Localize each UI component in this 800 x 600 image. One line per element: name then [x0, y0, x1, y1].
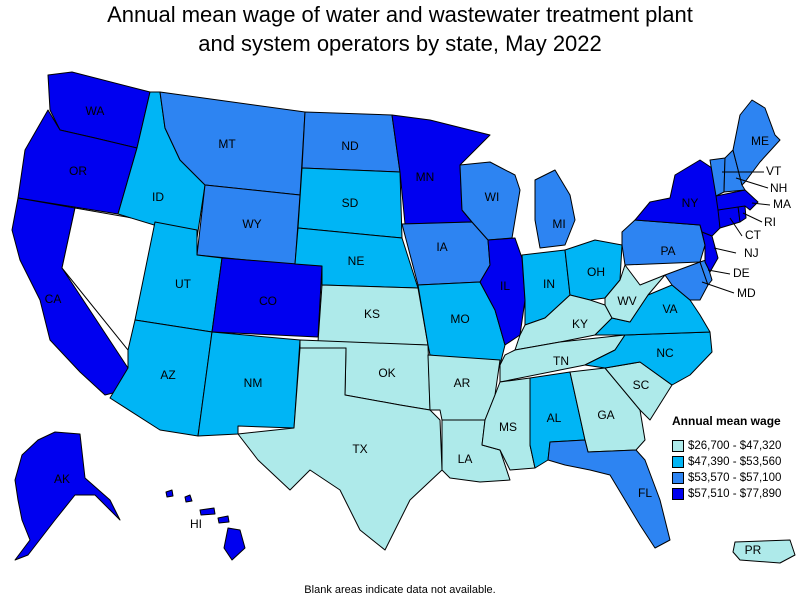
state-me[interactable]	[732, 99, 781, 186]
label-pr: PR	[745, 543, 762, 557]
legend-swatch	[672, 472, 684, 484]
label-ne: NE	[348, 254, 365, 268]
legend-item: $57,510 - $77,890	[672, 486, 800, 502]
label-id: ID	[152, 190, 164, 204]
label-vt: VT	[766, 164, 782, 178]
legend-title: Annual mean wage	[672, 414, 781, 428]
label-wv: WV	[617, 294, 636, 308]
label-il: IL	[500, 279, 510, 293]
label-ny: NY	[682, 196, 699, 210]
state-labels: WA OR CA ID MT WY UT AZ CO NM ND SD NE K…	[45, 104, 791, 557]
label-nm: NM	[244, 376, 263, 390]
state-tx[interactable]	[237, 347, 443, 551]
legend-swatch	[672, 456, 684, 468]
legend-item: $53,570 - $57,100	[672, 470, 800, 486]
label-ri: RI	[764, 215, 776, 229]
legend-label: $57,510 - $77,890	[688, 488, 782, 500]
state-hi[interactable]	[165, 489, 246, 561]
label-oh: OH	[587, 265, 605, 279]
label-md: MD	[737, 286, 756, 300]
state-il[interactable]	[479, 237, 526, 346]
label-tn: TN	[553, 354, 569, 368]
label-nc: NC	[656, 346, 674, 360]
label-ca: CA	[45, 292, 62, 306]
label-ct: CT	[745, 228, 762, 242]
label-la: LA	[458, 452, 473, 466]
state-mi[interactable]	[534, 169, 576, 249]
label-ms: MS	[499, 420, 517, 434]
label-sc: SC	[633, 378, 650, 392]
label-mn: MN	[416, 170, 435, 184]
label-de: DE	[733, 266, 750, 280]
legend-label: $53,570 - $57,100	[688, 472, 782, 484]
label-tx: TX	[352, 442, 367, 456]
footnote: Blank areas indicate data not available.	[304, 584, 496, 596]
label-pa: PA	[660, 244, 675, 258]
map-title: Annual mean wage of water and wastewater…	[0, 0, 800, 58]
label-nd: ND	[341, 139, 359, 153]
label-al: AL	[547, 411, 562, 425]
state-nh[interactable]	[723, 149, 746, 193]
legend-swatch	[672, 488, 684, 500]
label-wi: WI	[485, 190, 500, 204]
legend-item: $47,390 - $53,560	[672, 454, 800, 470]
label-ut: UT	[175, 277, 192, 291]
label-va: VA	[662, 302, 677, 316]
legend: Annual mean wage $26,700 - $47,320 $47,3…	[672, 414, 800, 502]
label-mt: MT	[218, 137, 236, 151]
label-ia: IA	[436, 240, 447, 254]
label-ga: GA	[597, 408, 614, 422]
legend-swatch	[672, 440, 684, 452]
state-pr[interactable]	[732, 539, 796, 564]
state-wv[interactable]	[604, 264, 666, 323]
label-wy: WY	[242, 217, 261, 231]
legend-item: $26,700 - $47,320	[672, 438, 800, 454]
callout-lines	[701, 171, 771, 294]
state-nc[interactable]	[584, 331, 713, 386]
state-ak[interactable]	[14, 431, 121, 561]
label-az: AZ	[160, 368, 175, 382]
label-ma: MA	[773, 197, 791, 211]
label-ar: AR	[454, 376, 471, 390]
label-mi: MI	[552, 217, 565, 231]
state-fl[interactable]	[547, 439, 671, 549]
legend-label: $26,700 - $47,320	[688, 440, 782, 452]
label-co: CO	[259, 294, 277, 308]
map-title-line-2: and system operators by state, May 2022	[198, 31, 602, 56]
label-ks: KS	[364, 307, 380, 321]
label-nj: NJ	[744, 246, 759, 260]
legend-label: $47,390 - $53,560	[688, 456, 782, 468]
label-ak: AK	[54, 472, 70, 486]
label-wa: WA	[86, 104, 105, 118]
label-ky: KY	[572, 317, 588, 331]
label-ok: OK	[378, 366, 395, 380]
label-sd: SD	[342, 196, 359, 210]
label-hi: HI	[190, 517, 202, 531]
label-in: IN	[543, 277, 555, 291]
state-de[interactable]	[699, 259, 713, 286]
label-mo: MO	[450, 312, 469, 326]
state-pa[interactable]	[621, 219, 706, 266]
label-nh: NH	[770, 181, 787, 195]
label-or: OR	[69, 164, 87, 178]
label-me: ME	[751, 134, 769, 148]
label-fl: FL	[638, 486, 652, 500]
map-title-line-1: Annual mean wage of water and wastewater…	[107, 2, 693, 27]
